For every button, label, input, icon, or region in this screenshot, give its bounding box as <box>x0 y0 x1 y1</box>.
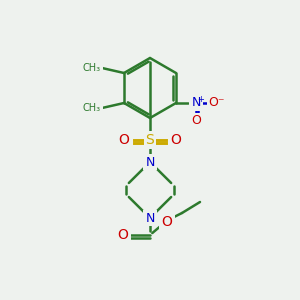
Text: O⁻: O⁻ <box>209 97 225 110</box>
Text: N: N <box>145 155 155 169</box>
Text: CH₃: CH₃ <box>83 103 101 113</box>
Text: +: + <box>197 94 204 103</box>
Text: CH₃: CH₃ <box>83 63 101 73</box>
Text: O: O <box>191 115 201 128</box>
Text: S: S <box>146 133 154 147</box>
Text: N: N <box>145 212 155 224</box>
Text: O: O <box>171 133 182 147</box>
Text: O: O <box>162 215 172 229</box>
Text: N: N <box>191 97 201 110</box>
Text: O: O <box>118 133 129 147</box>
Text: O: O <box>118 228 128 242</box>
